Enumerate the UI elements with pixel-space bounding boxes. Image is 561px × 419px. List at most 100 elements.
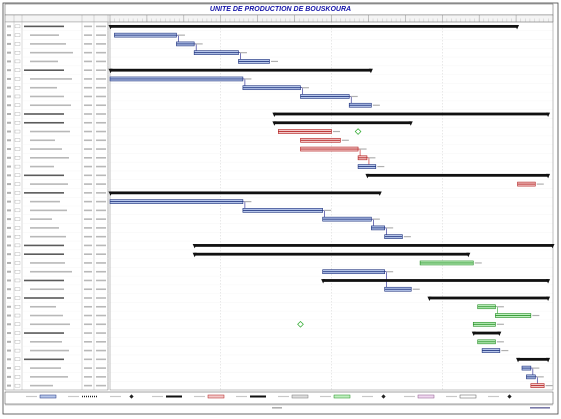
row-indicator-icon (14, 77, 21, 81)
summary-bar (273, 121, 412, 125)
row-id-cell (7, 77, 11, 80)
row-indicator-icon (14, 287, 21, 291)
task-name-cell (30, 349, 69, 352)
bar-resource-label (195, 43, 203, 45)
date-cell (96, 60, 106, 63)
bar-resource-label (301, 87, 309, 89)
progress-line (358, 157, 367, 159)
duration-cell (84, 200, 92, 203)
task-name-cell (30, 227, 59, 229)
row-id-cell (7, 86, 11, 89)
duration-cell (84, 183, 92, 185)
date-cell (96, 349, 106, 352)
duration-cell (84, 384, 92, 387)
duration-cell (84, 113, 92, 115)
task-name-cell (30, 78, 72, 80)
row-indicator-icon (14, 226, 21, 230)
summary-end-cap (546, 173, 551, 179)
row-id-cell (7, 261, 11, 264)
progress-line (242, 87, 301, 89)
legend-label (404, 395, 415, 398)
row-id-cell (7, 156, 11, 159)
summary-start-cap (192, 244, 197, 249)
row-indicator-icon (14, 331, 21, 335)
summary-start-cap (192, 252, 197, 258)
progress-line (300, 148, 359, 150)
milestone-diamond (354, 128, 362, 135)
date-cell (96, 235, 106, 238)
row-id-cell (7, 104, 11, 107)
summary-start-cap (108, 191, 113, 196)
row-id-cell (7, 384, 11, 387)
row-indicator-icon (14, 366, 21, 370)
row-id-cell (7, 332, 11, 335)
row-indicator-icon (14, 383, 21, 388)
legend-swatch (417, 394, 435, 399)
date-cell (96, 192, 106, 194)
progress-line (349, 104, 372, 106)
row-id-cell (7, 113, 11, 115)
row-indicator-icon (14, 121, 21, 125)
bar-resource-label (368, 157, 376, 159)
summary-start-cap (272, 112, 277, 117)
bar-resource-label (536, 183, 544, 185)
row-indicator-icon (14, 340, 21, 344)
progress-line (300, 139, 341, 141)
date-cell (96, 332, 106, 334)
row-id-cell (7, 165, 11, 168)
footer-page-number (272, 407, 282, 409)
duration-cell (84, 270, 92, 273)
summary-bar (517, 357, 549, 361)
row-indicator-icon (14, 243, 21, 248)
task-name-cell (30, 43, 66, 45)
bar-resource-label (177, 34, 185, 36)
footer-right-label (530, 407, 550, 409)
legend-label (236, 395, 247, 398)
summary-start-cap (427, 296, 432, 301)
task-name-cell (30, 305, 56, 308)
summary-bar (194, 252, 469, 256)
progress-line (322, 218, 372, 220)
legend-swatch (129, 394, 134, 399)
summary-bar (473, 331, 500, 335)
bar-resource-label (536, 376, 544, 378)
task-name-cell (30, 341, 62, 343)
duration-cell (84, 148, 92, 150)
row-indicator-icon (14, 217, 21, 221)
task-name-cell (30, 323, 70, 326)
progress-line (110, 201, 243, 203)
summary-end-cap (408, 121, 413, 126)
bar-resource-label (532, 314, 540, 317)
row-indicator-icon (14, 51, 21, 55)
row-id-cell (7, 270, 11, 273)
row-indicator-icon (14, 147, 21, 151)
summary-bar (110, 68, 372, 72)
bar-resource-label (244, 78, 252, 80)
row-indicator-icon (14, 270, 21, 274)
date-cell (96, 113, 106, 115)
legend-swatch (291, 394, 309, 399)
row-id-cell (7, 235, 11, 238)
bar-resource-label (545, 385, 553, 387)
date-cell (96, 104, 106, 107)
footer-organization (5, 406, 125, 414)
duration-cell (84, 174, 92, 177)
row-indicator-icon (14, 24, 21, 29)
summary-end-cap (546, 357, 551, 363)
duration-cell (84, 227, 92, 229)
task-name-cell (30, 183, 68, 185)
row-id-cell (7, 60, 11, 63)
duration-cell (84, 218, 92, 220)
date-cell (96, 25, 106, 28)
progress-line (322, 271, 385, 273)
row-id-cell (7, 349, 11, 352)
bar-resource-label (244, 201, 252, 203)
date-cell (96, 341, 106, 343)
progress-line (242, 209, 323, 211)
task-name-cell (30, 376, 68, 378)
task-name-cell (24, 121, 64, 124)
row-id-cell (7, 174, 11, 177)
legend-label (488, 395, 499, 398)
bar-resource-label (333, 130, 340, 133)
row-indicator-icon (14, 191, 21, 195)
